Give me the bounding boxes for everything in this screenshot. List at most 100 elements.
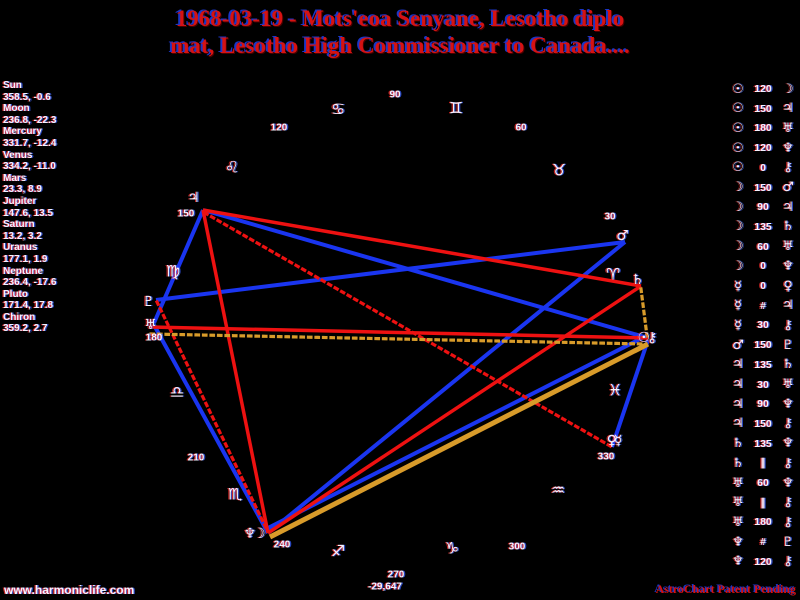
- planet-coords: 171.4, 17.8: [3, 300, 54, 312]
- page-title-line2: mat, Lesotho High Commissioner to Canada…: [170, 33, 630, 58]
- aspect-row: ☽ 90 ♃: [730, 198, 796, 216]
- aspect-line-saturn-chiron-parallel: [639, 287, 649, 338]
- planet-moon-neptune-glyph: ♆☽: [243, 526, 265, 542]
- aspect-row: ☉ 120 ♆: [730, 139, 796, 157]
- aspect-value: 0: [760, 260, 766, 273]
- aspect-planet1-icon: ☉: [732, 81, 744, 97]
- planet-name: Uranus: [3, 242, 38, 254]
- planet-row-neptune: Neptune 236.4, -17.6: [3, 266, 128, 289]
- aspect-planet1-icon: ☉: [732, 160, 744, 176]
- aspect-row: ☽ 135 ♄: [730, 218, 796, 236]
- degree-tick-label: 210: [187, 452, 205, 464]
- zodiac-pisces-icon: ♓: [607, 380, 623, 400]
- aspect-row: ☉ 150 ♃: [730, 100, 796, 118]
- planet-row-mercury: Mercury 331.7, -12.4: [3, 126, 128, 149]
- planet-row-mars: Mars 23.3, 8.9: [3, 173, 128, 196]
- aspect-planet1-icon: ♄: [732, 455, 744, 471]
- aspect-line-mercury-chiron-30: [610, 339, 650, 448]
- aspect-value: 60: [757, 477, 769, 489]
- aspect-row: ♄ 135 ♆: [730, 435, 796, 453]
- planet-coords: 147.6, 13.5: [3, 207, 54, 219]
- aspect-planet1-icon: ☿: [734, 298, 742, 314]
- aspect-row: ♅ ∥ ⚷: [730, 494, 796, 512]
- page-title: 1968-03-19 - Mots'eoa Senyane, Lesotho d…: [0, 5, 800, 59]
- aspect-row: ☉ 180 ♅: [730, 119, 796, 137]
- planet-coords: 359.2, 2.7: [3, 323, 48, 335]
- planet-row-sun: Sun 358.5, -0.6: [3, 80, 128, 103]
- aspect-value: 135: [754, 220, 772, 233]
- aspect-planet2-icon: ⚷: [783, 495, 793, 511]
- planet-coords: 177.1, 1.9: [3, 253, 48, 265]
- aspect-planet1-icon: ♃: [732, 416, 744, 432]
- aspect-row: ♅ 60 ♆: [730, 474, 796, 492]
- aspect-line-jupiter-sun-150: [202, 208, 649, 340]
- aspect-planet2-icon: ☽: [782, 81, 794, 97]
- aspect-line-uranus-chiron-parallel: [149, 332, 647, 346]
- aspect-row: ♃ 150 ⚷: [730, 415, 796, 433]
- aspect-row: ♄ ∥ ⚷: [730, 454, 796, 472]
- planet-name: Mercury: [3, 126, 42, 138]
- planet-name: Saturn: [3, 219, 35, 231]
- degree-tick-label: -29,647: [368, 581, 402, 593]
- aspect-row: ☽ 60 ♅: [730, 238, 796, 256]
- planet-uranus-glyph: ♅: [144, 317, 156, 333]
- aspect-planet2-icon: ♆: [782, 436, 794, 452]
- planet-coords: 236.4, -17.6: [3, 277, 57, 289]
- aspect-row: ☿ # ♃: [730, 297, 796, 315]
- planet-row-saturn: Saturn 13.2, 3.2: [3, 219, 128, 242]
- aspect-row: ☽ 0 ♆: [730, 257, 796, 275]
- aspect-value: 180: [754, 516, 772, 529]
- aspect-planet2-icon: ⚷: [783, 160, 793, 176]
- aspect-planet1-icon: ☽: [732, 258, 744, 274]
- planet-row-jupiter: Jupiter 147.6, 13.5: [3, 196, 128, 219]
- aspect-planet2-icon: ♃: [782, 101, 794, 117]
- aspect-planet1-icon: ♅: [732, 495, 744, 511]
- aspect-line-moon-mars-150: [266, 240, 627, 535]
- aspect-planet2-icon: ♀: [783, 278, 793, 294]
- planet-row-moon: Moon 236.8, -22.3: [3, 103, 128, 126]
- planet-saturn-glyph: ♄: [631, 272, 643, 288]
- aspect-row: ♃ 30 ♅: [730, 376, 796, 394]
- aspect-row: ☉ 0 ⚷: [730, 159, 796, 177]
- planet-name: Moon: [3, 103, 30, 115]
- aspect-value: 90: [757, 398, 769, 411]
- aspect-planet2-icon: ⚷: [783, 455, 793, 471]
- aspect-row: ☽ 150 ♂: [730, 179, 796, 197]
- zodiac-aries-icon: ♈: [605, 264, 621, 284]
- aspect-row: ☉ 120 ☽: [730, 80, 796, 98]
- aspect-line-mars-pluto-150: [155, 240, 626, 302]
- aspect-planet2-icon: ⚷: [783, 554, 793, 570]
- aspect-line-jupiter-saturn-135: [202, 208, 642, 288]
- footer-patent-note: AstroChart Patent Pending: [655, 582, 796, 596]
- degree-tick-label: 90: [389, 89, 401, 101]
- aspect-planet1-icon: ♅: [732, 475, 744, 491]
- aspect-row: ☿ 0 ♀: [730, 277, 796, 295]
- aspect-value: #: [760, 299, 766, 312]
- aspect-planet2-icon: ♇: [782, 534, 794, 550]
- planet-pluto-glyph: ♇: [142, 294, 154, 310]
- aspect-row: ♃ 135 ♄: [730, 356, 796, 374]
- page-title-line1: 1968-03-19 - Mots'eoa Senyane, Lesotho d…: [175, 6, 625, 31]
- aspect-planet1-icon: ☉: [732, 140, 744, 156]
- aspect-planet2-icon: ♆: [782, 258, 794, 274]
- aspect-planet1-icon: ♄: [732, 436, 744, 452]
- aspect-value: 30: [757, 378, 769, 391]
- aspect-row: ♅ 180 ⚷: [730, 513, 796, 531]
- aspect-planet1-icon: ☿: [734, 317, 742, 333]
- zodiac-capricorn-icon: ♑: [444, 538, 460, 558]
- planet-row-pluto: Pluto 171.4, 17.8: [3, 289, 128, 312]
- aspect-value: 30: [757, 319, 769, 332]
- aspect-planet1-icon: ☽: [732, 239, 744, 255]
- aspect-planet2-icon: ⚷: [783, 317, 793, 333]
- aspect-planet2-icon: ♂: [782, 180, 794, 195]
- planet-coords: 358.5, -0.6: [3, 91, 51, 103]
- degree-tick-label: 180: [145, 332, 163, 344]
- aspect-planet1-icon: ☿: [734, 278, 742, 294]
- planet-name: Jupiter: [3, 195, 37, 207]
- aspect-planet2-icon: ♆: [782, 140, 794, 156]
- zodiac-leo-icon: ♌: [224, 157, 240, 177]
- degree-tick-label: 150: [177, 208, 195, 220]
- planet-venus-mercury-glyph: ♀☿: [606, 433, 623, 449]
- planet-row-venus: Venus 334.2, -11.0: [3, 150, 128, 173]
